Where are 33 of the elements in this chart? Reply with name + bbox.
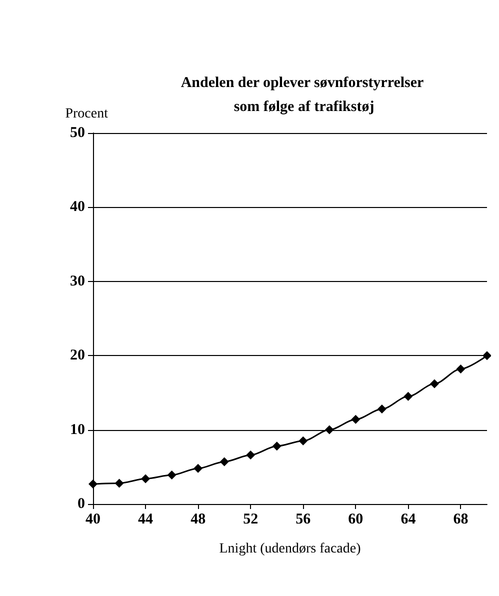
y-tick-label: 0 bbox=[78, 496, 85, 512]
y-tick-label: 20 bbox=[70, 348, 85, 364]
y-tick-label: 50 bbox=[70, 125, 85, 141]
point bbox=[456, 364, 466, 374]
x-tick-label: 60 bbox=[348, 512, 364, 528]
x-tick-label: 44 bbox=[138, 512, 154, 528]
y-tick-label: 30 bbox=[70, 273, 85, 290]
x-tick-label: 48 bbox=[190, 512, 206, 528]
chart-title: Andelen der oplever søvnforstyrrelser som følge af trafikstøj bbox=[180, 75, 428, 115]
point bbox=[272, 442, 282, 451]
point bbox=[114, 478, 124, 488]
point bbox=[324, 425, 334, 434]
x-tick-label: 68 bbox=[453, 512, 468, 528]
y-axis-title: Procent bbox=[65, 106, 108, 122]
y-tick-label: 10 bbox=[70, 422, 85, 438]
x-tick-label: 52 bbox=[243, 512, 258, 528]
point bbox=[246, 450, 256, 460]
point bbox=[404, 392, 413, 401]
point bbox=[298, 436, 308, 446]
x-axis-title: Lnight (udendørs facade) bbox=[219, 542, 362, 556]
point bbox=[377, 404, 386, 414]
point bbox=[220, 457, 229, 466]
point bbox=[141, 474, 150, 484]
x-tick-label: 64 bbox=[400, 512, 416, 528]
y-tick-label: 40 bbox=[70, 199, 85, 216]
point bbox=[194, 464, 203, 473]
point bbox=[482, 351, 491, 360]
point bbox=[351, 414, 360, 424]
x-tick-label: 40 bbox=[86, 512, 100, 528]
point bbox=[88, 479, 98, 488]
point bbox=[430, 379, 439, 388]
point bbox=[167, 470, 176, 480]
x-tick-label: 56 bbox=[296, 512, 312, 528]
